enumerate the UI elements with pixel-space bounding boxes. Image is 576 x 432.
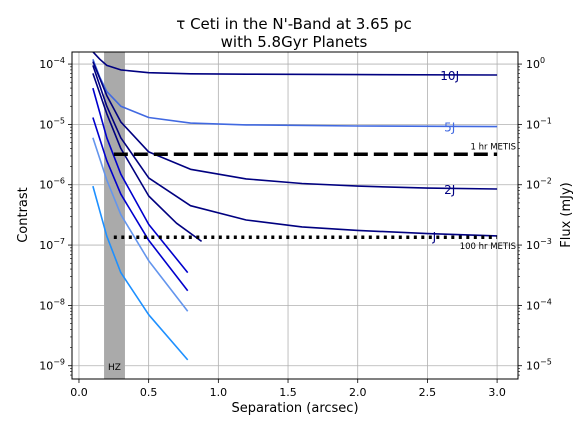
y-tick-label: 10−7 <box>39 237 65 252</box>
planet-curve-j <box>92 65 498 237</box>
y-tick-label: 10−6 <box>39 177 65 192</box>
limit-layer <box>113 152 498 239</box>
x-axis-label: Separation (arcsec) <box>231 401 358 416</box>
plot-frame <box>71 51 519 380</box>
metis-1hr-label: 1 hr METIS <box>471 142 517 152</box>
y-right-tick-label: 10−3 <box>526 237 552 252</box>
y-tick-label: 10−5 <box>39 116 65 131</box>
chart-title-line1: τ Ceti in the N'-Band at 3.65 pc <box>176 15 411 33</box>
series-label-2j: 2J <box>444 183 455 197</box>
y-right-tick-label: 10−1 <box>526 116 552 131</box>
x-tick-label: 1.0 <box>210 386 228 399</box>
grid-lines <box>72 52 518 379</box>
chart-title-line2: with 5.8Gyr Planets <box>221 33 368 51</box>
planet-curve-track-5 <box>92 87 189 274</box>
series-label-j: J <box>432 230 437 244</box>
planet-curve-5j <box>92 59 498 128</box>
y-tick-label: 10−4 <box>39 56 65 71</box>
planet-curve-track-4 <box>92 73 203 243</box>
y-right-tick-label: 10−4 <box>526 297 552 312</box>
x-tick-label: 3.0 <box>488 386 506 399</box>
habitable-zone-label: HZ <box>108 363 121 373</box>
series-label-10j: 10J <box>440 69 459 83</box>
series-layer <box>92 52 498 361</box>
x-tick-label: 2.0 <box>349 386 367 399</box>
label-layer: 1 hr METIS 100 hr METIS 10J 5J 2J J HZ <box>108 69 516 373</box>
y-axis-ticks: 10−9 10−8 10−7 10−6 10−5 10−4 <box>39 56 72 376</box>
y-right-tick-label: 100 <box>526 56 545 71</box>
metis-100hr-label: 100 hr METIS <box>460 242 516 252</box>
y-axis-label: Contrast <box>16 187 31 243</box>
planet-curve-track-7 <box>92 137 189 312</box>
y-tick-label: 10−8 <box>39 297 65 312</box>
series-label-5j: 5J <box>444 121 455 135</box>
y-right-tick-label: 10−5 <box>526 358 552 373</box>
y-axis-right-ticks: 10−5 10−4 10−3 10−2 10−1 100 <box>518 56 552 376</box>
x-tick-label: 0.0 <box>70 386 88 399</box>
y-right-tick-label: 10−2 <box>526 177 552 192</box>
planet-curve-10j <box>92 52 498 76</box>
planet-curve-track-8 <box>92 185 189 361</box>
y-axis-right-label: Flux (mJy) <box>559 182 574 248</box>
planet-curve-2j <box>92 61 498 190</box>
y-tick-label: 10−9 <box>39 358 65 373</box>
x-tick-label: 0.5 <box>140 386 158 399</box>
x-axis-ticks: 0.0 0.5 1.0 1.5 2.0 2.5 3.0 <box>70 379 506 399</box>
x-tick-label: 2.5 <box>419 386 437 399</box>
x-tick-label: 1.5 <box>279 386 297 399</box>
planet-curve-track-6 <box>92 117 189 292</box>
